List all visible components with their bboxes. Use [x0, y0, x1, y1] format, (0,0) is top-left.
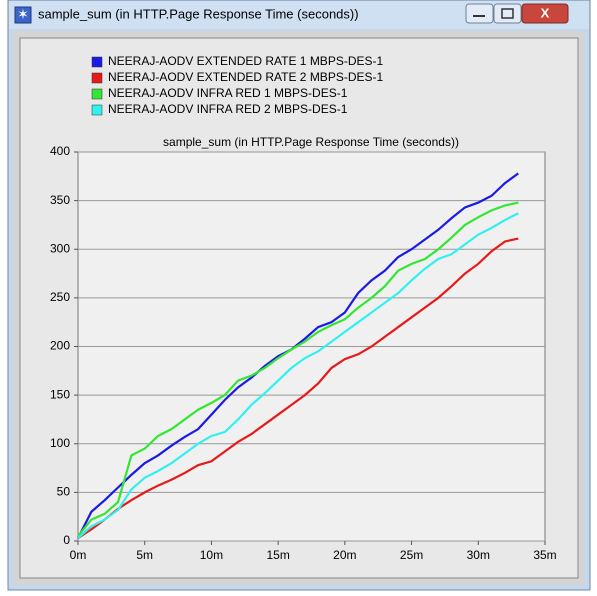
- window-title: sample_sum (in HTTP.Page Response Time (…: [38, 6, 359, 21]
- series-line: [77, 212, 519, 539]
- series-line: [77, 201, 519, 537]
- maximize-glyph: [501, 8, 514, 19]
- x-tick-label: 0m: [70, 548, 87, 562]
- y-tick-label: 50: [57, 485, 71, 499]
- legend-swatch: [91, 56, 103, 68]
- x-tick-label: 5m: [136, 548, 153, 562]
- series-line: [77, 172, 519, 539]
- window-icon-glyph: ✶: [17, 6, 29, 22]
- y-tick-label: 200: [50, 339, 70, 353]
- x-tick-label: 20m: [333, 548, 356, 562]
- legend-label: NEERAJ-AODV INFRA RED 2 MBPS-DES-1: [108, 102, 348, 116]
- legend-swatch: [91, 72, 103, 84]
- legend-swatch: [91, 88, 103, 100]
- y-tick-label: 100: [50, 436, 70, 450]
- legend-label: NEERAJ-AODV INFRA RED 1 MBPS-DES-1: [108, 86, 348, 100]
- y-tick-label: 250: [50, 290, 70, 304]
- x-tick-label: 35m: [533, 548, 556, 562]
- y-tick-label: 400: [50, 144, 70, 158]
- series-line: [77, 237, 519, 540]
- y-tick-label: 300: [50, 241, 70, 255]
- minimize-button[interactable]: [465, 3, 494, 24]
- y-tick-label: 150: [50, 387, 70, 401]
- maximize-button[interactable]: [493, 3, 522, 24]
- legend-label: NEERAJ-AODV EXTENDED RATE 1 MBPS-DES-1: [108, 54, 383, 68]
- close-glyph: X: [541, 5, 550, 20]
- x-tick-label: 15m: [266, 548, 289, 562]
- window-icon: [14, 6, 32, 24]
- legend-label: NEERAJ-AODV EXTENDED RATE 2 MBPS-DES-1: [108, 70, 383, 84]
- x-tick-label: 25m: [400, 548, 423, 562]
- legend-swatch: [91, 104, 103, 116]
- y-tick-label: 0: [63, 533, 70, 547]
- x-tick-label: 10m: [200, 548, 223, 562]
- close-button[interactable]: [521, 3, 569, 24]
- chart-title: sample_sum (in HTTP.Page Response Time (…: [163, 135, 459, 149]
- y-tick-label: 350: [50, 193, 70, 207]
- x-tick-label: 30m: [467, 548, 490, 562]
